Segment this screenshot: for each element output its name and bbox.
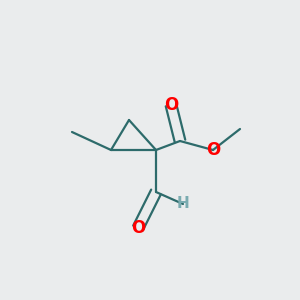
Text: O: O	[206, 141, 220, 159]
Text: O: O	[131, 219, 145, 237]
Text: H: H	[177, 196, 189, 211]
Text: O: O	[164, 96, 178, 114]
